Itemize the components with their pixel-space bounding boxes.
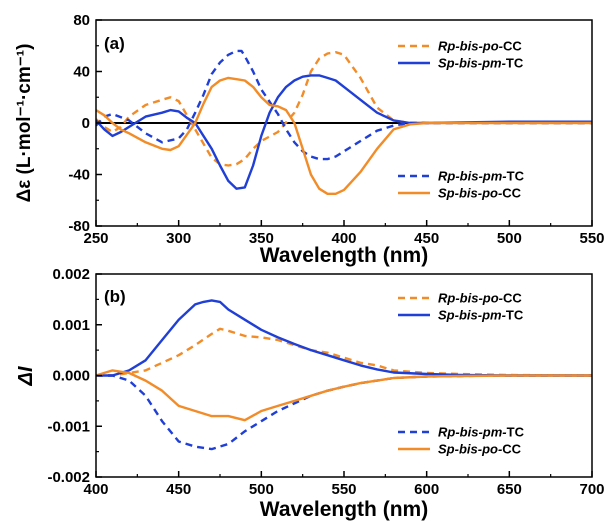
- x-tick-label-b: 550: [331, 481, 356, 498]
- y-tick-label-a: -80: [68, 218, 90, 235]
- panel-label-b: (b): [104, 287, 126, 306]
- series-line-b-3: [96, 369, 592, 422]
- panel-b: 400 450 500 550 600 650 700 -0.002 -0.001 0.000 0.…: [15, 266, 605, 521]
- plot-frame-a: [95, 19, 593, 227]
- series-line-b-0: [96, 327, 592, 377]
- legend-label: Rp-bis-pm-TC: [438, 169, 525, 184]
- x-tick-label-a: 400: [331, 230, 356, 247]
- legend-label: Rp-bis-po-CC: [438, 291, 522, 306]
- series-line-a-2: [96, 49, 592, 161]
- x-tick-label-b: 650: [497, 481, 522, 498]
- legend-label: Rp-bis-pm-TC: [438, 425, 525, 440]
- x-axis-title-b: Wavelength (nm): [260, 498, 428, 521]
- x-tick-label-a: 350: [249, 230, 274, 247]
- x-tick-label-a: 550: [579, 230, 604, 247]
- x-axis-title-a: Wavelength (nm): [260, 244, 428, 267]
- legend-label: Rp-bis-po-CC: [438, 39, 522, 54]
- series-line-a-1: [96, 74, 592, 190]
- series-line-b-2: [96, 374, 592, 451]
- y-tick-label-b: 0.000: [52, 368, 90, 385]
- legend-label: Sp-bis-po-CC: [438, 186, 522, 201]
- x-tick-label-a: 300: [166, 230, 191, 247]
- x-tick-label-a: 250: [83, 230, 108, 247]
- x-tick-label-a: 450: [414, 230, 439, 247]
- x-tick-label-b: 450: [166, 481, 191, 498]
- legend-label: Sp-bis-po-CC: [438, 442, 522, 457]
- series-line-b-1: [96, 299, 592, 377]
- y-tick-label-b: 0.001: [52, 317, 90, 334]
- x-tick-label-b: 500: [249, 481, 274, 498]
- legend-label: Sp-bis-pm-TC: [438, 56, 524, 71]
- plot-frame-b: [95, 273, 593, 478]
- y-tick-label-b: 0.002: [52, 266, 90, 283]
- series-line-a-3: [96, 76, 592, 196]
- panel-a: 250 300 350 400 450 500 550 -80 -40 0 40 80 (a) Wav…: [14, 12, 605, 267]
- x-tick-label-b: 400: [83, 481, 108, 498]
- legend-label: Sp-bis-pm-TC: [438, 308, 524, 323]
- y-axis-title-b: ΔI: [15, 366, 37, 386]
- x-tick-label-a: 500: [497, 230, 522, 247]
- y-tick-label-b: -0.001: [47, 418, 90, 435]
- y-tick-label-b: -0.002: [47, 469, 90, 486]
- y-tick-label-a: 80: [73, 12, 90, 29]
- y-axis-title-a: Δε (L·mol⁻¹·cm⁻¹): [14, 44, 35, 203]
- series-line-a-0: [96, 51, 592, 167]
- y-tick-label-a: 40: [73, 64, 90, 81]
- x-tick-label-b: 600: [414, 481, 439, 498]
- y-tick-label-a: 0: [82, 115, 90, 132]
- y-tick-label-a: -40: [68, 167, 90, 184]
- panel-label-a: (a): [104, 34, 125, 53]
- x-tick-label-b: 700: [579, 481, 604, 498]
